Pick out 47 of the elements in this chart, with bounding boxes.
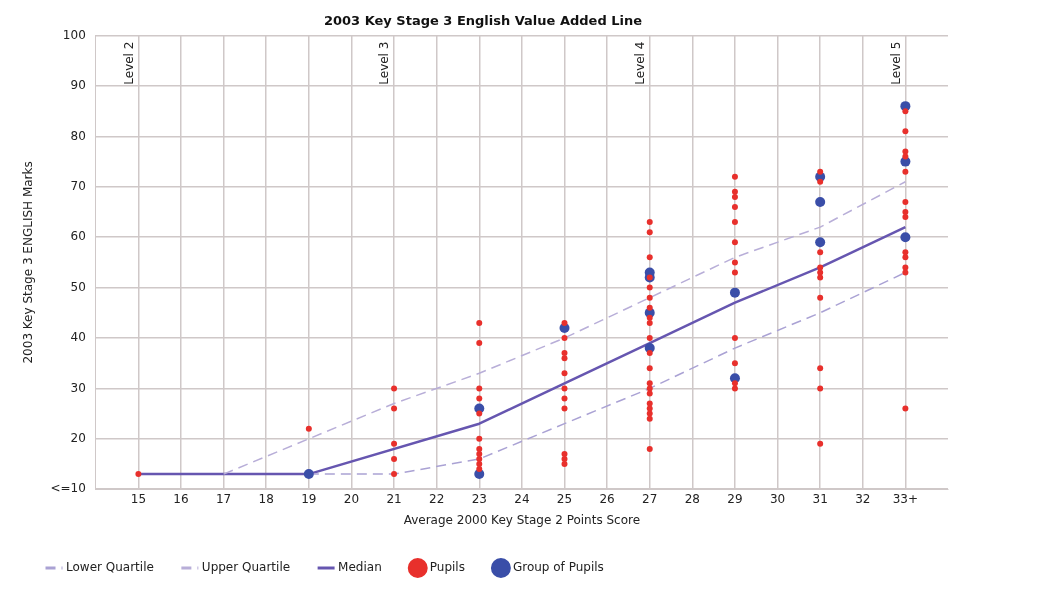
legend-label: Group of Pupils <box>512 560 604 575</box>
x-tick-label: 20 <box>343 491 360 506</box>
x-tick-label: 27 <box>642 491 658 506</box>
x-tick-label: 24 <box>514 491 530 506</box>
annotation: Level 2 <box>121 41 136 85</box>
point <box>303 469 314 480</box>
y-tick-label: 30 <box>70 380 86 395</box>
point <box>900 232 911 243</box>
annotation: Level 3 <box>377 41 392 85</box>
x-tick-label: 30 <box>769 491 786 506</box>
chart-title: 2003 Key Stage 3 English Value Added Line <box>323 13 643 29</box>
legend-label: Upper Quartile <box>201 560 291 575</box>
line-series <box>222 181 907 475</box>
y-tick-label: <=10 <box>50 481 86 496</box>
x-tick-label: 22 <box>429 491 445 506</box>
y-tick-label: 100 <box>62 27 86 42</box>
x-tick-label: 26 <box>599 491 615 506</box>
x-tick-label: 17 <box>215 491 232 506</box>
legend-label: Median <box>338 560 382 575</box>
x-tick-label: 15 <box>130 491 147 506</box>
y-tick-label: 80 <box>70 128 86 143</box>
x-tick-label: 32 <box>855 491 871 506</box>
x-tick-label: 18 <box>258 491 274 506</box>
point <box>815 237 826 248</box>
annotation: Level 5 <box>888 41 903 85</box>
y-tick-label: 40 <box>70 330 86 345</box>
y-tick-label: 90 <box>70 78 86 93</box>
x-axis-title: Average 2000 Key Stage 2 Points Score <box>403 512 641 527</box>
point <box>729 287 740 298</box>
annotation: Level 4 <box>632 41 647 85</box>
x-tick-label: 31 <box>812 491 828 506</box>
x-tick-label: 19 <box>301 491 317 506</box>
x-tick-label: 23 <box>471 491 487 506</box>
legend-label: Lower Quartile <box>66 560 154 575</box>
y-tick-label: 50 <box>70 279 86 294</box>
x-tick-label: 28 <box>684 491 700 506</box>
y-tick-label: 20 <box>70 430 86 445</box>
x-tick-label: 16 <box>173 491 189 506</box>
y-axis-title: 2003 Key Stage 3 ENGLISH Marks <box>21 161 36 364</box>
y-tick-label: 60 <box>70 229 86 244</box>
legend-label: Pupils <box>429 560 465 575</box>
x-tick-label: 29 <box>727 491 743 506</box>
y-tick-label: 70 <box>70 178 86 193</box>
point <box>815 196 826 207</box>
x-tick-label: 25 <box>556 491 573 506</box>
x-tick-label: 33+ <box>892 491 919 506</box>
x-tick-label: 21 <box>386 491 402 506</box>
